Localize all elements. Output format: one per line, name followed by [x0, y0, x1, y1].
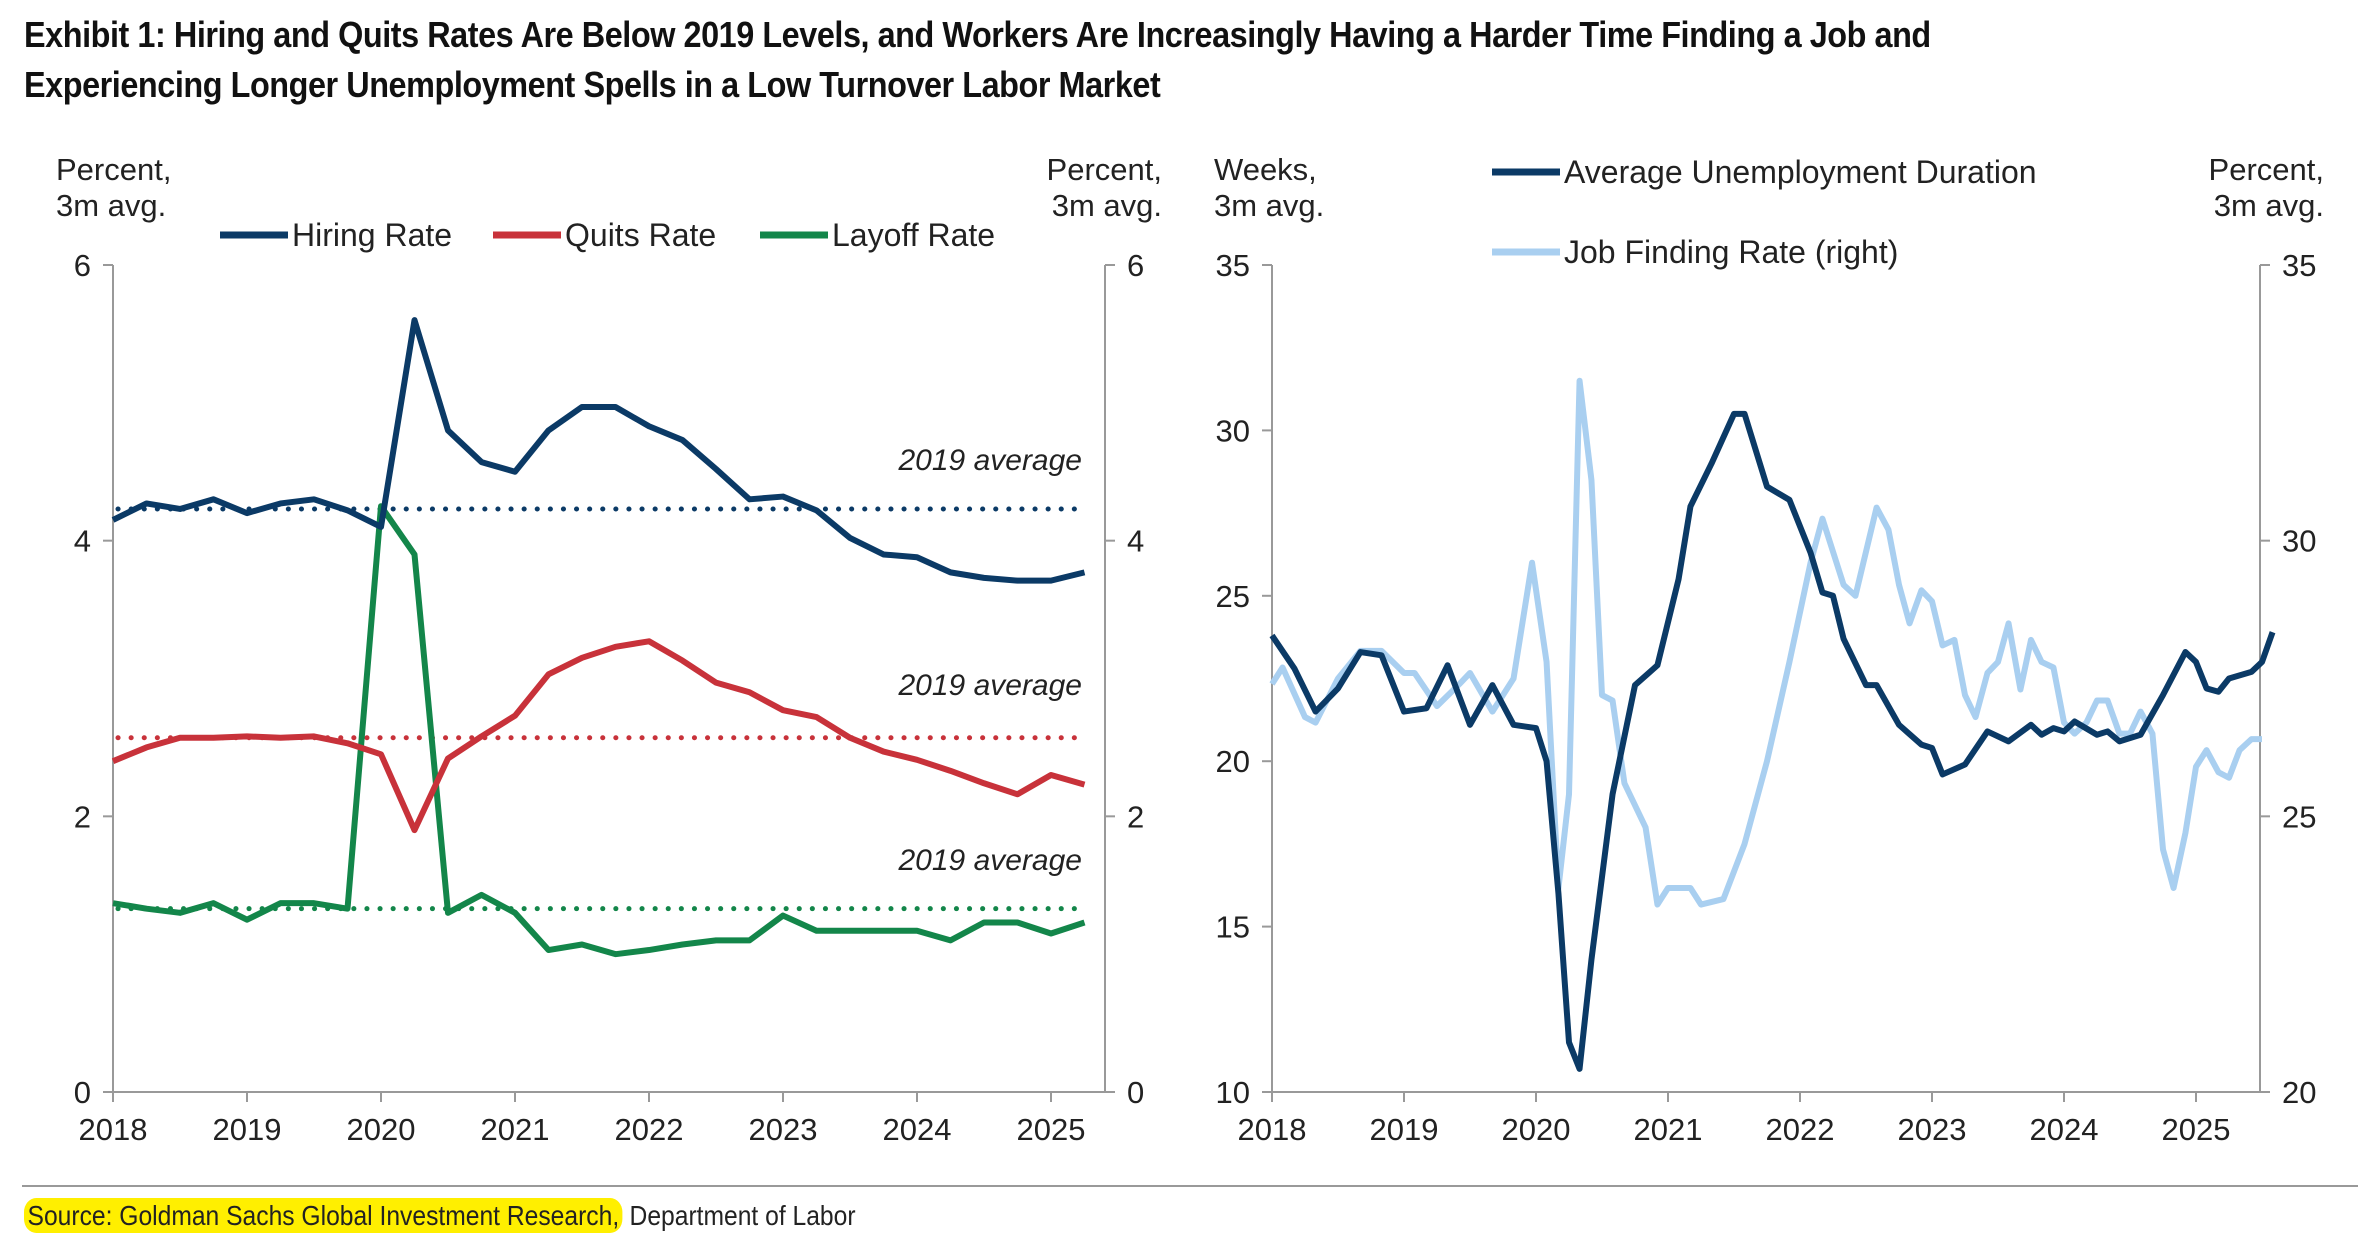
- x-tick-label: 2018: [1238, 1112, 1307, 1147]
- source-note: Source: Goldman Sachs Global Investment …: [24, 1198, 856, 1233]
- x-tick-label: 2018: [79, 1112, 148, 1147]
- y-tick-label: 35: [1216, 248, 1250, 283]
- legend-label: Layoff Rate: [832, 217, 995, 253]
- y-tick-label: 2: [74, 799, 91, 834]
- x-tick-label: 2021: [1634, 1112, 1703, 1147]
- y-tick-label: 30: [1216, 413, 1250, 448]
- divider: [22, 1185, 2358, 1187]
- x-tick-label: 2023: [749, 1112, 818, 1147]
- x-tick-label: 2021: [481, 1112, 550, 1147]
- y-tick-label: 20: [1216, 744, 1250, 779]
- y-tick-label: 15: [1216, 910, 1250, 945]
- right-axis-label: Percent,: [1047, 152, 1162, 187]
- right-y-tick-label: 2: [1127, 799, 1144, 834]
- avg-2019-annotation: 2019 average: [898, 669, 1083, 702]
- left-axis-label: 3m avg.: [56, 188, 166, 223]
- x-tick-label: 2019: [1370, 1112, 1439, 1147]
- right-axis-label: 3m avg.: [2214, 188, 2324, 223]
- series-line-layoff-rate: [112, 503, 1086, 958]
- y-tick-label: 0: [74, 1075, 91, 1110]
- x-tick-label: 2020: [347, 1112, 416, 1147]
- right-y-tick-label: 25: [2282, 799, 2316, 834]
- right-y-tick-label: 6: [1127, 248, 1144, 283]
- series-line-hiring-rate: [111, 317, 1086, 584]
- x-tick-label: 2022: [1766, 1112, 1835, 1147]
- legend-label: Average Unemployment Duration: [1564, 154, 2037, 190]
- right-axis-label: 3m avg.: [1052, 188, 1162, 223]
- avg-2019-annotation: 2019 average: [898, 444, 1083, 477]
- y-tick-label: 25: [1216, 579, 1250, 614]
- left-axis-label: Percent,: [56, 152, 171, 187]
- legend-label: Hiring Rate: [292, 217, 452, 253]
- y-tick-label: 10: [1216, 1075, 1250, 1110]
- x-tick-label: 2025: [2162, 1112, 2231, 1147]
- series-line-job-finding-rate: [1269, 377, 2262, 908]
- right-y-tick-label: 20: [2282, 1075, 2316, 1110]
- x-tick-label: 2024: [2030, 1112, 2099, 1147]
- left-axis-label: 3m avg.: [1214, 188, 1324, 223]
- left-axis-label: Weeks,: [1214, 152, 1317, 187]
- legend-label: Quits Rate: [565, 217, 716, 253]
- right-y-tick-label: 35: [2282, 248, 2316, 283]
- y-tick-label: 6: [74, 248, 91, 283]
- series-line-quits-rate: [111, 638, 1086, 834]
- x-tick-label: 2020: [1502, 1112, 1571, 1147]
- source-highlighted: Source: Goldman Sachs Global Investment …: [24, 1198, 623, 1233]
- avg-2019-annotation: 2019 average: [898, 844, 1083, 877]
- x-tick-label: 2025: [1017, 1112, 1086, 1147]
- source-rest: Department of Labor: [622, 1200, 856, 1231]
- chart-title: Exhibit 1: Hiring and Quits Rates Are Be…: [24, 14, 1931, 105]
- right-axis-label: Percent,: [2209, 152, 2324, 187]
- right-y-tick-label: 30: [2282, 524, 2316, 559]
- x-tick-label: 2022: [615, 1112, 684, 1147]
- x-tick-label: 2023: [1898, 1112, 1967, 1147]
- y-tick-label: 4: [74, 524, 91, 559]
- series-line-avg-unemployment-duration: [1269, 410, 2276, 1072]
- x-tick-label: 2024: [883, 1112, 952, 1147]
- legend-label: Job Finding Rate (right): [1564, 234, 1898, 270]
- right-y-tick-label: 0: [1127, 1075, 1144, 1110]
- x-tick-label: 2019: [213, 1112, 282, 1147]
- right-y-tick-label: 4: [1127, 524, 1144, 559]
